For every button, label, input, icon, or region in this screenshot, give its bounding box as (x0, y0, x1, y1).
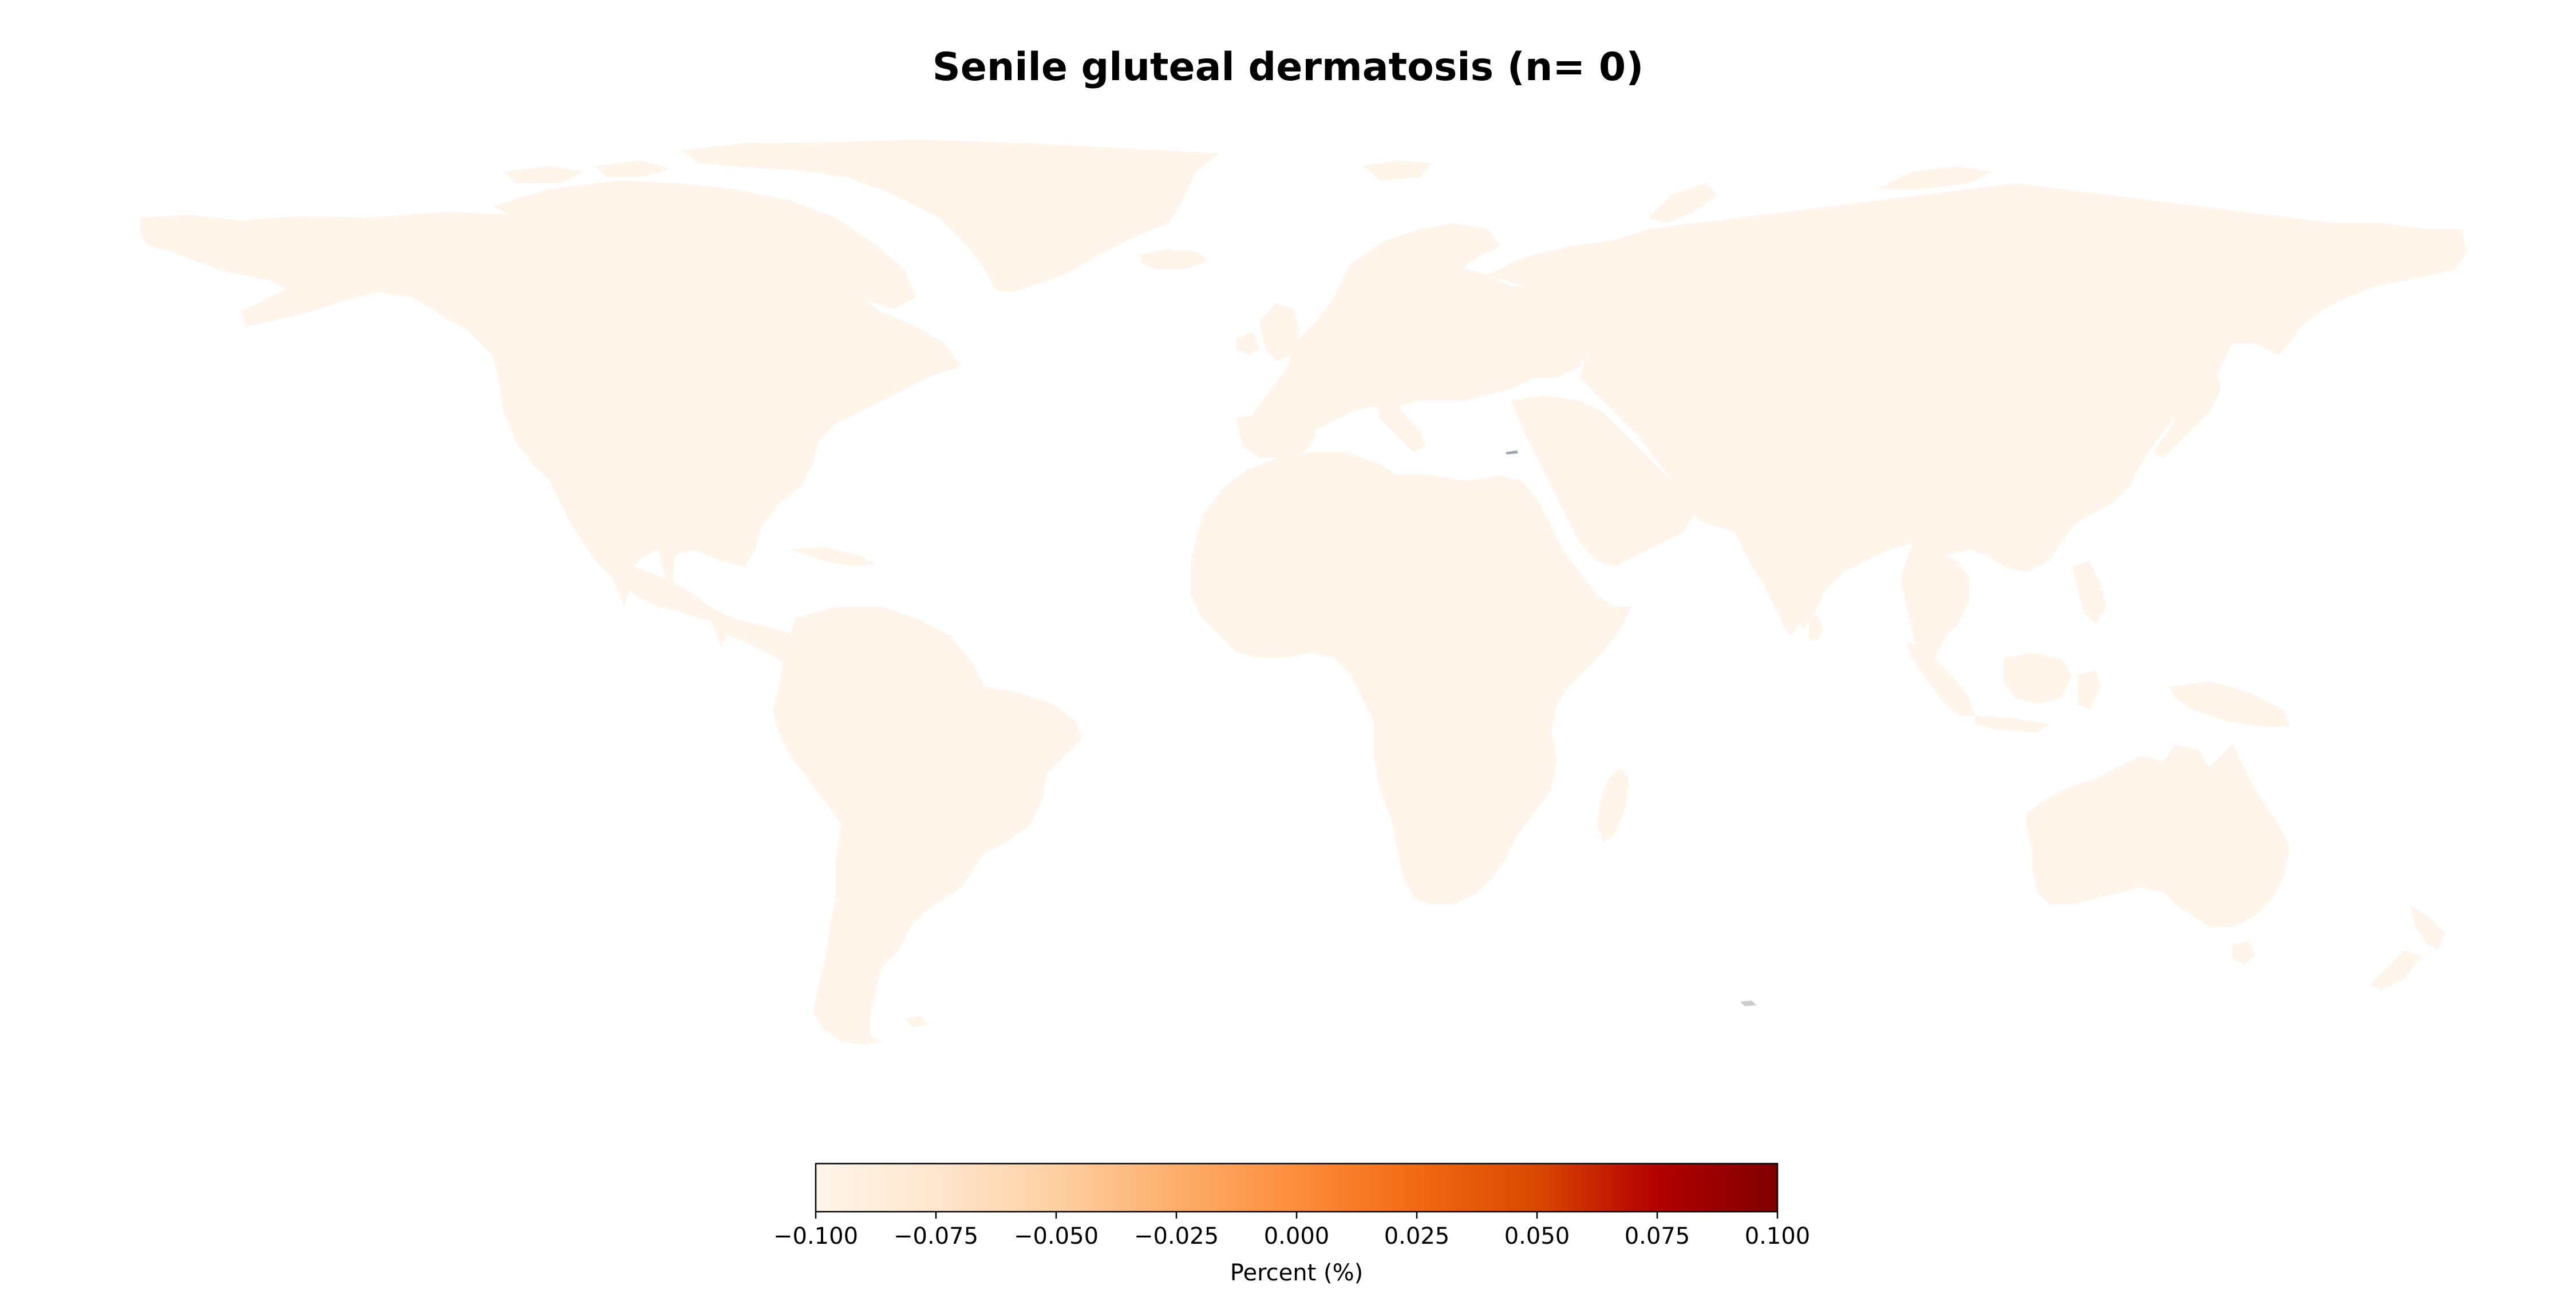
region-europe (1236, 263, 1591, 441)
region-italy (1374, 389, 1425, 452)
region-caribbean (790, 547, 876, 567)
region-india (1735, 527, 1832, 635)
region-south-america (773, 607, 1082, 1045)
region-arabia (1511, 395, 1694, 567)
region-sulawesi (2078, 670, 2101, 710)
region-asia (1488, 183, 2467, 630)
region-new-guinea (2170, 681, 2290, 727)
colorbar-tick-label: 0.050 (1504, 1223, 1570, 1249)
region-sumatra (1906, 641, 1975, 715)
region-japan (2152, 366, 2221, 458)
region-philippines (2072, 561, 2107, 624)
colorbar-tick-label: 0.000 (1264, 1223, 1330, 1249)
region-tasmania (2233, 942, 2255, 964)
region-russian-arctic (1878, 166, 1992, 189)
colorbar-ticks: −0.100 −0.075 −0.050 −0.025 0.000 0.025 0.050 0… (773, 1212, 1810, 1249)
colorbar-tick-label: −0.075 (894, 1223, 978, 1249)
colorbar-tick-label: 0.075 (1625, 1223, 1690, 1249)
colorbar (815, 1162, 1779, 1213)
region-britain (1259, 303, 1299, 361)
colorbar-tick-label: −0.050 (1014, 1223, 1099, 1249)
region-arctic-islands (492, 180, 916, 309)
region-no-data-a (1740, 1000, 1756, 1006)
region-arctic-island-b (595, 160, 670, 177)
colorbar-tick-label: −0.100 (773, 1223, 858, 1249)
region-svalbard (1362, 160, 1431, 180)
region-central-america (572, 527, 801, 647)
region-africa (1191, 452, 1631, 904)
region-iberia (1236, 412, 1317, 458)
map-title: Senile gluteal dermatosis (n= 0) (933, 45, 1644, 90)
colorbar-tick-label: 0.025 (1384, 1223, 1450, 1249)
region-no-data-b (1506, 450, 1518, 454)
region-north-america (140, 212, 962, 667)
region-java (1975, 715, 2049, 733)
region-madagascar (1597, 767, 1629, 841)
region-greenland (681, 140, 1219, 292)
colorbar-tick-label: 0.100 (1745, 1223, 1811, 1249)
region-new-zealand-north (2410, 904, 2444, 950)
region-new-zealand-south (2370, 950, 2421, 990)
colorbar-label: Percent (%) (1230, 1260, 1363, 1286)
colorbar-tick-label: −0.025 (1134, 1223, 1219, 1249)
region-falklands (904, 1016, 927, 1027)
region-scandinavia (1334, 223, 1500, 332)
region-sri-lanka (1809, 615, 1823, 641)
region-novaya-zemlya (1649, 183, 1717, 223)
region-iceland (1139, 249, 1208, 269)
region-borneo (2004, 652, 2072, 704)
region-australia (2026, 744, 2290, 927)
region-arctic-island-a (504, 166, 584, 183)
world-map (140, 140, 2467, 1045)
region-ireland (1236, 332, 1259, 355)
